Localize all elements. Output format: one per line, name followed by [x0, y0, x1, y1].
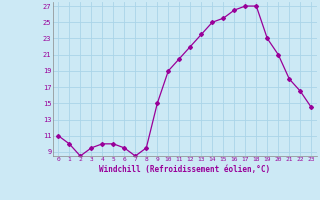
X-axis label: Windchill (Refroidissement éolien,°C): Windchill (Refroidissement éolien,°C) — [99, 165, 270, 174]
